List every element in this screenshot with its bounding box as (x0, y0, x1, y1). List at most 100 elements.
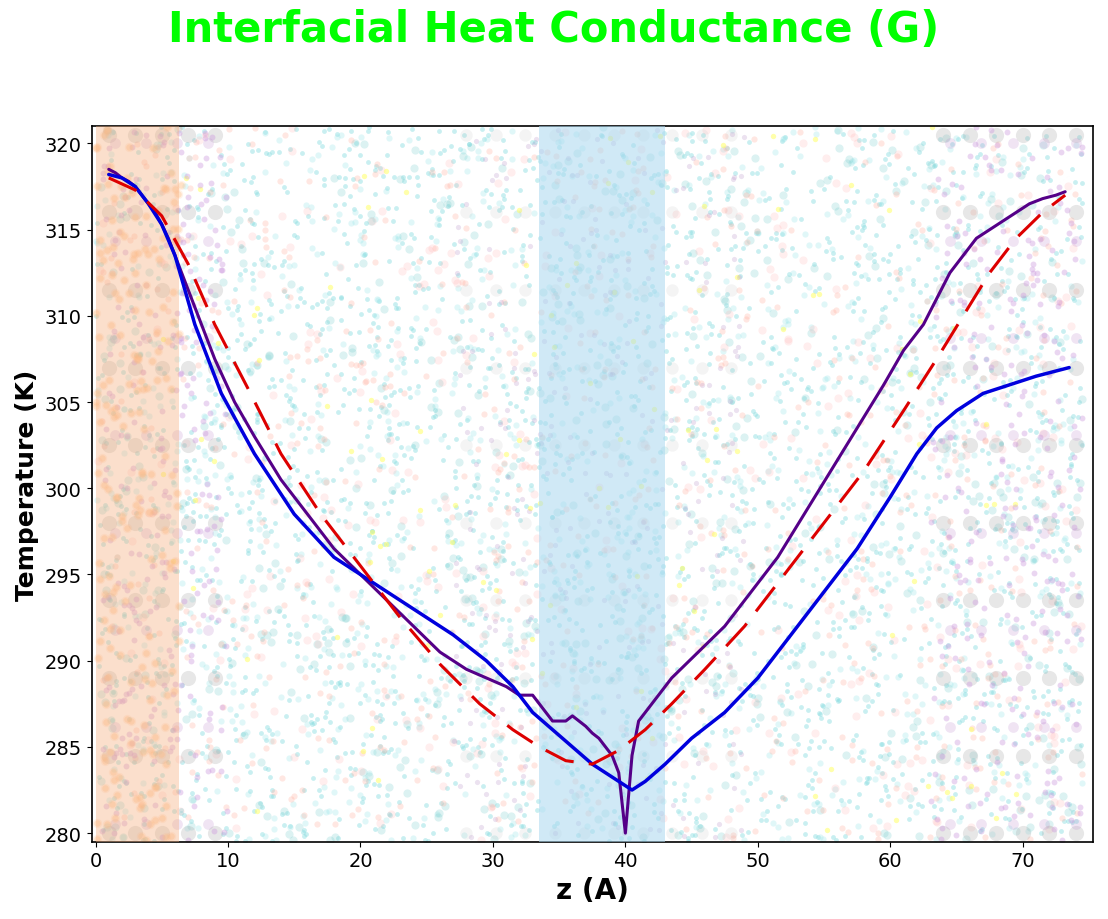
Point (819, 477, 837, 492)
Point (505, 449, 523, 464)
Point (624, 200, 642, 215)
Point (779, 676, 797, 691)
Point (98, 399, 115, 414)
Point (941, 430, 958, 445)
Point (767, 504, 784, 518)
Point (98, 212, 115, 227)
Point (933, 434, 951, 448)
Point (952, 180, 970, 195)
Point (972, 147, 989, 162)
Point (726, 145, 743, 160)
Point (854, 754, 872, 768)
Point (130, 185, 147, 199)
Point (168, 222, 186, 237)
Point (150, 345, 167, 359)
Point (573, 779, 591, 794)
Point (762, 743, 780, 758)
Point (927, 194, 945, 209)
Point (710, 669, 728, 684)
Point (706, 685, 724, 699)
Point (287, 122, 305, 137)
Point (724, 831, 741, 845)
Point (797, 391, 814, 406)
Point (106, 646, 124, 661)
Point (132, 786, 150, 800)
Point (338, 676, 356, 691)
Point (404, 541, 422, 556)
Point (553, 371, 571, 386)
Point (486, 811, 504, 826)
Point (420, 563, 438, 578)
Point (504, 459, 522, 473)
Point (715, 144, 732, 159)
Point (737, 495, 755, 510)
Point (575, 361, 593, 376)
Point (179, 492, 197, 506)
Point (469, 741, 486, 755)
Point (843, 753, 861, 767)
Point (950, 197, 967, 211)
Point (290, 284, 308, 299)
Point (252, 252, 269, 267)
Point (363, 525, 381, 539)
Point (516, 536, 534, 550)
Point (1050, 180, 1068, 195)
Point (842, 676, 860, 691)
Point (346, 216, 363, 231)
Point (106, 559, 124, 573)
Point (93, 557, 111, 572)
Point (794, 254, 812, 268)
Point (1049, 590, 1067, 605)
Point (687, 211, 705, 226)
Point (593, 738, 611, 753)
Point (1067, 539, 1085, 554)
Point (1051, 244, 1069, 259)
Point (245, 803, 263, 818)
Point (336, 611, 353, 626)
Point (556, 603, 574, 618)
Point (869, 678, 886, 693)
Point (491, 584, 509, 598)
Point (844, 732, 862, 747)
Point (829, 124, 847, 139)
Point (649, 552, 667, 567)
Point (352, 365, 370, 380)
Point (879, 828, 896, 843)
Point (773, 321, 791, 335)
Point (1050, 501, 1068, 516)
Point (542, 371, 560, 386)
Point (1015, 425, 1033, 440)
Point (719, 812, 737, 827)
Point (1058, 634, 1076, 649)
Point (124, 339, 142, 354)
Point (1009, 205, 1027, 220)
Point (100, 387, 117, 402)
Point (863, 642, 881, 657)
Point (466, 758, 484, 773)
Point (95, 613, 113, 628)
Point (617, 715, 635, 730)
Point (475, 611, 493, 626)
Point (183, 564, 201, 579)
Point (561, 210, 578, 225)
Point (130, 738, 147, 753)
Point (700, 479, 718, 494)
Point (240, 440, 258, 455)
Point (195, 409, 213, 424)
Point (707, 633, 725, 648)
Point (104, 604, 122, 618)
Point (172, 332, 189, 346)
Point (266, 516, 284, 531)
Point (351, 210, 369, 224)
Point (627, 685, 645, 699)
Point (1042, 797, 1059, 811)
Point (574, 375, 592, 390)
Point (122, 787, 140, 801)
Point (260, 670, 278, 685)
Point (349, 281, 367, 296)
Point (204, 303, 222, 318)
Point (566, 616, 584, 630)
Point (911, 286, 929, 301)
Point (1023, 451, 1040, 466)
Point (691, 482, 709, 496)
